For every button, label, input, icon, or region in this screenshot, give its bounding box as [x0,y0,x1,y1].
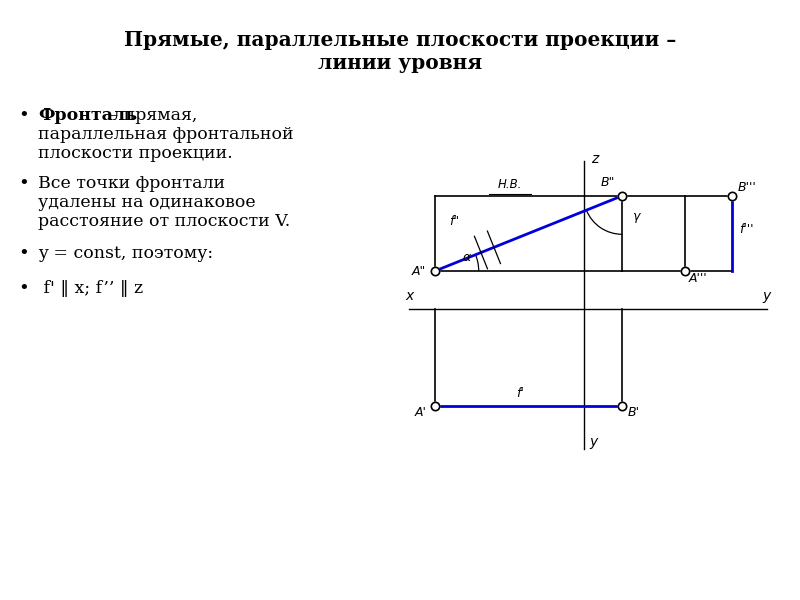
Text: Все точки фронтали: Все точки фронтали [38,175,225,192]
Text: A": A" [412,265,426,278]
Text: y: y [762,289,770,302]
Text: x: x [406,289,414,302]
Text: •: • [18,175,29,193]
Text: α: α [462,251,470,263]
Text: •: • [18,245,29,263]
Text: y: y [589,436,597,449]
Text: γ: γ [633,211,640,223]
Text: f': f' [516,387,524,400]
Text: Прямые, параллельные плоскости проекции –: Прямые, параллельные плоскости проекции … [124,30,676,50]
Text: B": B" [601,176,615,189]
Text: A''': A''' [689,272,707,284]
Text: f": f" [449,215,459,227]
Text: B''': B''' [738,181,756,194]
Text: линии уровня: линии уровня [318,53,482,73]
Text: f' ‖ x; f’’ ‖ z: f' ‖ x; f’’ ‖ z [38,280,143,297]
Text: y = const, поэтому:: y = const, поэтому: [38,245,213,262]
Text: z: z [590,152,598,166]
Text: B': B' [627,406,639,419]
Text: удалены на одинаковое: удалены на одинаковое [38,194,256,211]
Text: •: • [18,280,29,298]
Text: Фронталь: Фронталь [38,107,137,124]
Text: f''': f''' [739,223,754,236]
Text: расстояние от плоскости V.: расстояние от плоскости V. [38,213,290,230]
Text: •: • [18,107,29,125]
Text: плоскости проекции.: плоскости проекции. [38,145,233,162]
Text: Н.В.: Н.В. [498,178,522,191]
Text: параллельная фронтальной: параллельная фронтальной [38,126,294,143]
Text: A': A' [414,406,426,419]
Text: – прямая,: – прямая, [104,107,198,124]
